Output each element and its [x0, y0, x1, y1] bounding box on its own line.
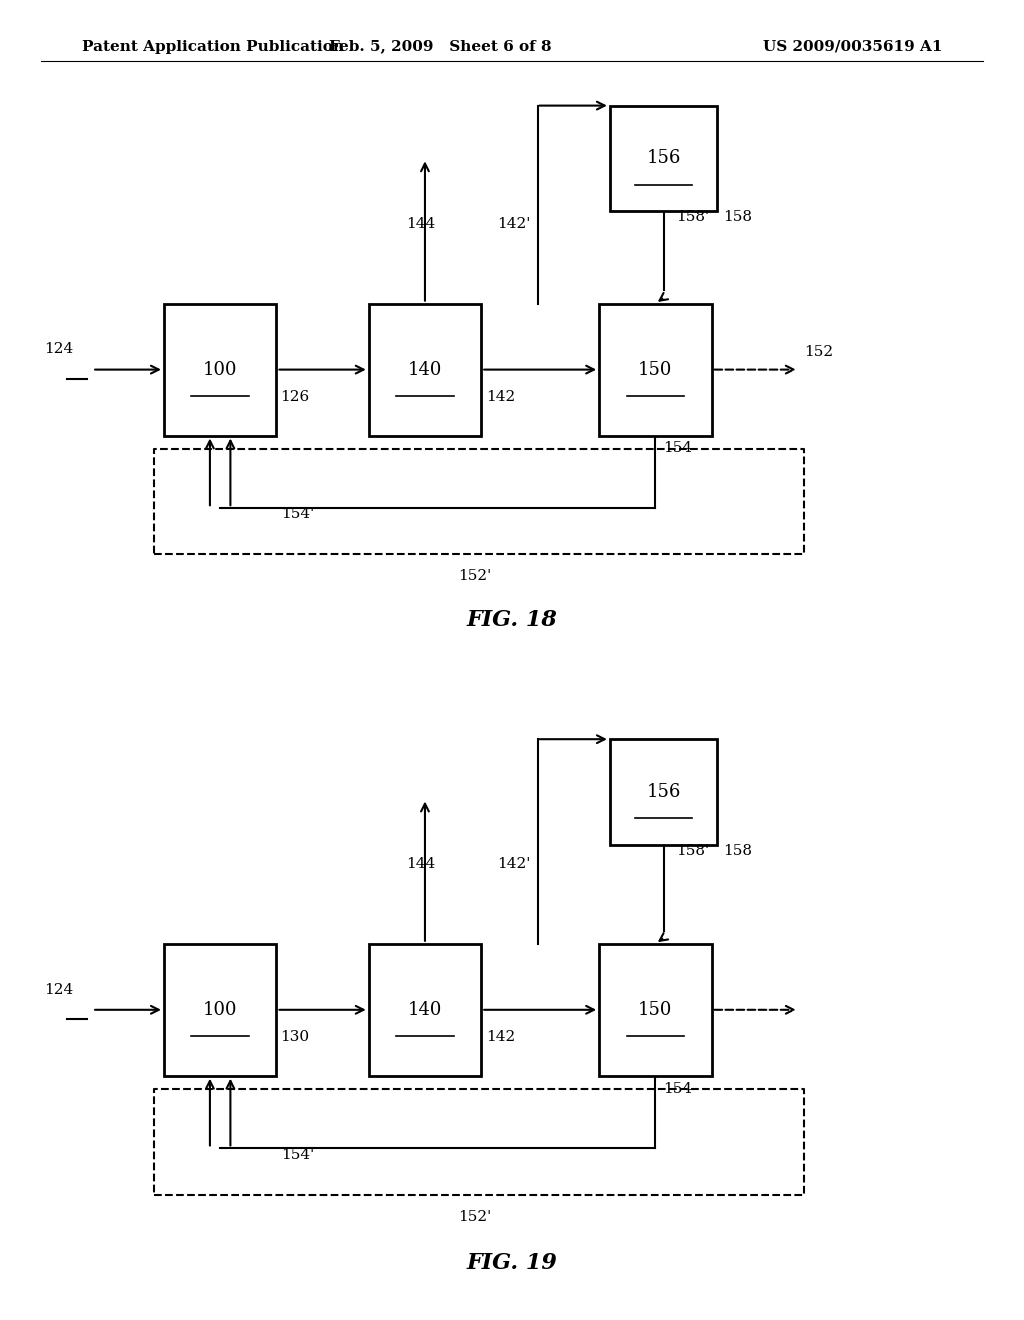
- Text: Patent Application Publication: Patent Application Publication: [82, 40, 344, 54]
- FancyBboxPatch shape: [599, 944, 712, 1076]
- FancyBboxPatch shape: [610, 739, 717, 845]
- Text: 158': 158': [676, 843, 709, 858]
- Text: FIG. 19: FIG. 19: [467, 1253, 557, 1274]
- Text: 152': 152': [459, 1209, 492, 1224]
- Text: 142: 142: [486, 1030, 516, 1044]
- Text: 142: 142: [486, 389, 516, 404]
- Text: 150: 150: [638, 360, 673, 379]
- Text: 130: 130: [281, 1030, 309, 1044]
- Text: 156: 156: [646, 149, 681, 168]
- Text: 142': 142': [497, 857, 530, 871]
- Text: 158: 158: [723, 210, 752, 224]
- Text: 124: 124: [44, 982, 74, 997]
- Text: 126: 126: [281, 389, 310, 404]
- Text: 124: 124: [44, 342, 74, 356]
- FancyBboxPatch shape: [610, 106, 717, 211]
- Text: FIG. 18: FIG. 18: [467, 610, 557, 631]
- Text: 150: 150: [638, 1001, 673, 1019]
- FancyBboxPatch shape: [164, 944, 276, 1076]
- FancyBboxPatch shape: [599, 304, 712, 436]
- Text: 142': 142': [497, 216, 530, 231]
- Text: 152: 152: [804, 345, 833, 359]
- FancyBboxPatch shape: [369, 944, 481, 1076]
- FancyBboxPatch shape: [164, 304, 276, 436]
- Text: 154': 154': [282, 1147, 314, 1162]
- Text: 140: 140: [408, 1001, 442, 1019]
- Text: 152': 152': [459, 569, 492, 583]
- Text: 154': 154': [282, 507, 314, 521]
- Text: 100: 100: [203, 360, 238, 379]
- Text: 144: 144: [407, 857, 436, 871]
- Text: US 2009/0035619 A1: US 2009/0035619 A1: [763, 40, 942, 54]
- Text: 154: 154: [664, 1081, 692, 1096]
- Text: 144: 144: [407, 216, 436, 231]
- Text: 158: 158: [723, 843, 752, 858]
- Text: 140: 140: [408, 360, 442, 379]
- Text: 154: 154: [664, 441, 692, 455]
- Text: 156: 156: [646, 783, 681, 801]
- Text: 100: 100: [203, 1001, 238, 1019]
- FancyBboxPatch shape: [369, 304, 481, 436]
- Text: Feb. 5, 2009   Sheet 6 of 8: Feb. 5, 2009 Sheet 6 of 8: [329, 40, 552, 54]
- Text: 158': 158': [676, 210, 709, 224]
